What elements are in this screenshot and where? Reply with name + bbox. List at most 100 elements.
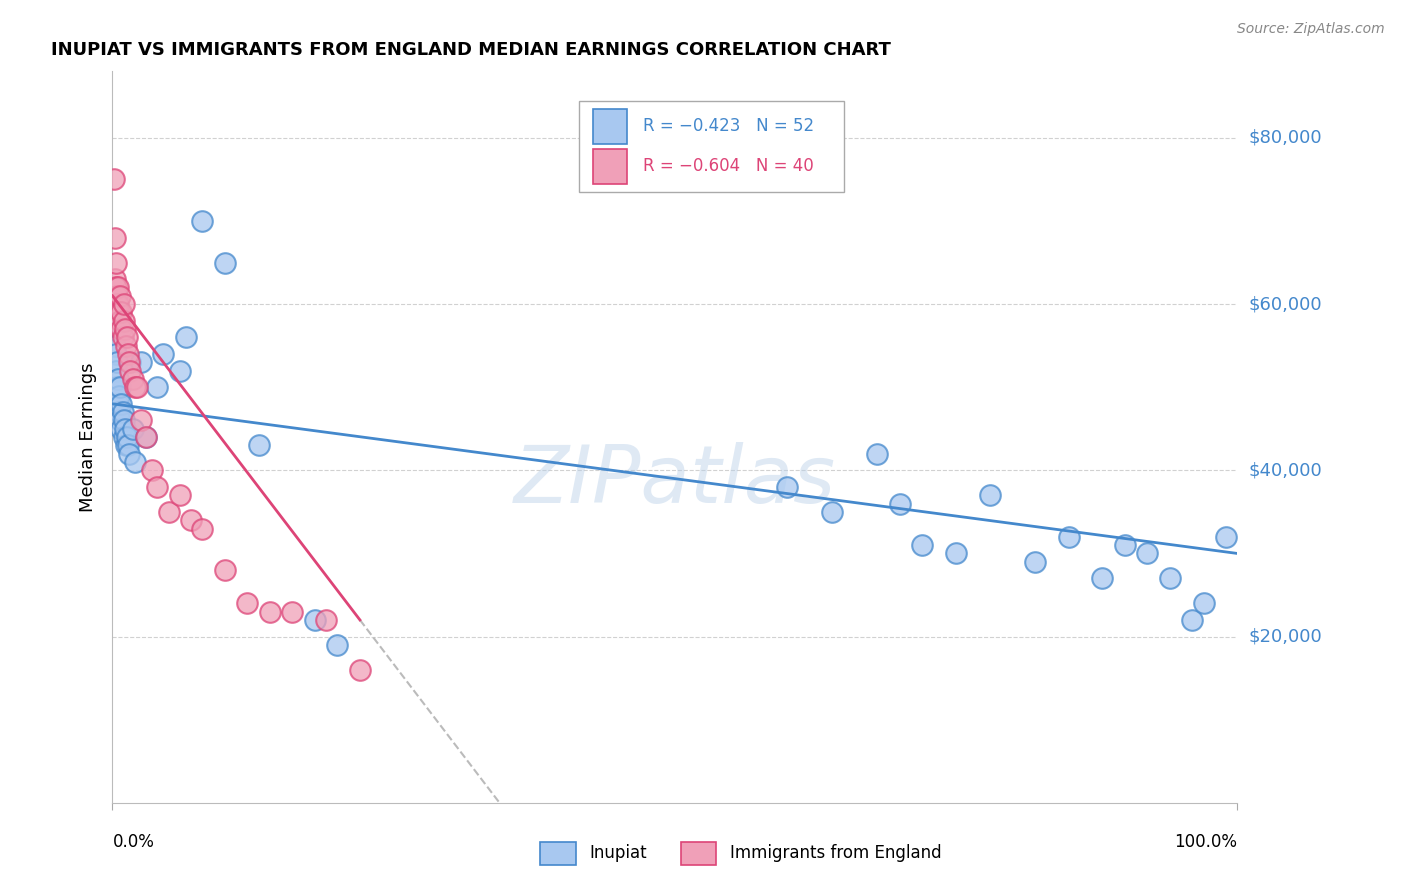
Point <box>105 297 128 311</box>
Point <box>107 372 129 386</box>
Point <box>104 255 127 269</box>
Point <box>104 272 127 286</box>
Text: 0.0%: 0.0% <box>112 833 155 851</box>
Point <box>104 230 127 244</box>
Point <box>157 505 180 519</box>
Y-axis label: Median Earnings: Median Earnings <box>79 362 97 512</box>
Point <box>304 613 326 627</box>
Point <box>112 413 135 427</box>
Point <box>259 605 281 619</box>
Point <box>124 380 146 394</box>
Point <box>112 297 135 311</box>
Point <box>191 214 214 228</box>
Point <box>115 330 138 344</box>
Point <box>110 322 132 336</box>
Point <box>1024 555 1046 569</box>
Text: Source: ZipAtlas.com: Source: ZipAtlas.com <box>1237 22 1385 37</box>
Point <box>1181 613 1204 627</box>
Point <box>1057 530 1080 544</box>
Point <box>911 538 934 552</box>
FancyBboxPatch shape <box>593 149 627 184</box>
Point <box>121 422 143 436</box>
Point <box>110 380 132 394</box>
Point <box>315 613 337 627</box>
Point <box>214 255 236 269</box>
Point <box>214 563 236 577</box>
Point <box>180 513 202 527</box>
Point <box>104 347 127 361</box>
Point <box>889 497 911 511</box>
Point <box>114 422 136 436</box>
Point <box>107 280 129 294</box>
Point <box>115 438 138 452</box>
Point <box>236 596 259 610</box>
FancyBboxPatch shape <box>593 109 627 144</box>
Point <box>124 455 146 469</box>
Point <box>127 380 149 394</box>
Point <box>945 546 967 560</box>
Point <box>169 488 191 502</box>
Point <box>121 372 143 386</box>
Point <box>118 355 141 369</box>
Point <box>120 355 142 369</box>
Point <box>174 330 197 344</box>
Text: $60,000: $60,000 <box>1249 295 1322 313</box>
Point <box>108 305 131 319</box>
Point <box>129 355 152 369</box>
Point <box>129 413 152 427</box>
Point <box>120 363 142 377</box>
Point <box>105 289 128 303</box>
Point <box>104 280 127 294</box>
Point <box>1192 596 1215 610</box>
Text: R = −0.604   N = 40: R = −0.604 N = 40 <box>644 158 814 176</box>
Point <box>105 355 128 369</box>
Text: INUPIAT VS IMMIGRANTS FROM ENGLAND MEDIAN EARNINGS CORRELATION CHART: INUPIAT VS IMMIGRANTS FROM ENGLAND MEDIA… <box>51 41 890 59</box>
Point <box>115 338 138 352</box>
Point <box>146 380 169 394</box>
Point <box>110 314 132 328</box>
Point <box>104 363 127 377</box>
Point <box>281 605 304 619</box>
Point <box>111 405 134 419</box>
Point <box>103 322 125 336</box>
Text: $40,000: $40,000 <box>1249 461 1322 479</box>
Point <box>146 480 169 494</box>
Point <box>169 363 191 377</box>
Point <box>1215 530 1237 544</box>
Point <box>104 338 127 352</box>
Point <box>152 347 174 361</box>
Point <box>821 505 844 519</box>
Point <box>326 638 349 652</box>
Point <box>866 447 889 461</box>
Point <box>117 438 139 452</box>
Point <box>114 322 136 336</box>
Point <box>110 422 132 436</box>
Point <box>135 430 157 444</box>
Point <box>1136 546 1159 560</box>
Point <box>112 314 135 328</box>
Point <box>108 388 131 402</box>
Text: Inupiat: Inupiat <box>589 844 647 863</box>
Point <box>1091 571 1114 585</box>
FancyBboxPatch shape <box>540 841 576 865</box>
Point <box>115 430 138 444</box>
Text: 100.0%: 100.0% <box>1174 833 1237 851</box>
Point <box>1159 571 1181 585</box>
Text: Immigrants from England: Immigrants from England <box>730 844 942 863</box>
Text: ZIPatlas: ZIPatlas <box>513 442 837 520</box>
Point <box>191 521 214 535</box>
Point <box>135 430 157 444</box>
Point <box>110 305 132 319</box>
Text: $80,000: $80,000 <box>1249 128 1322 147</box>
Point <box>111 330 134 344</box>
Point <box>118 447 141 461</box>
Point <box>247 438 270 452</box>
FancyBboxPatch shape <box>579 101 844 192</box>
Point <box>110 413 132 427</box>
Point <box>349 663 371 677</box>
Point <box>107 397 129 411</box>
Point <box>1114 538 1136 552</box>
Point <box>117 347 139 361</box>
Point <box>105 380 128 394</box>
Point <box>141 463 163 477</box>
